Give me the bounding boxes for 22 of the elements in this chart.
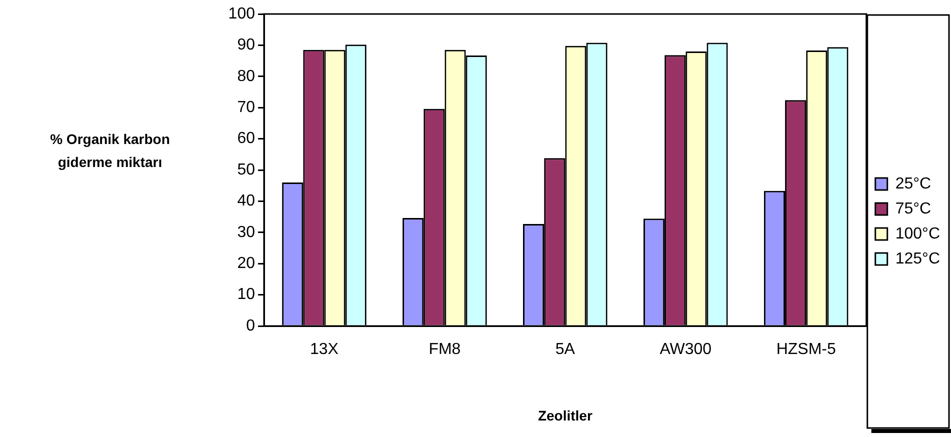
y-tick-label: 40	[237, 192, 256, 210]
x-tick-label: HZSM-5	[776, 341, 836, 358]
legend-label: 125°C	[895, 250, 940, 268]
y-tick-label: 30	[237, 224, 256, 241]
y-tick-label: 80	[237, 68, 256, 85]
y-tick-label: 90	[237, 36, 256, 54]
x-tick-label: 13X	[310, 341, 339, 358]
x-tick-label: FM8	[428, 341, 461, 358]
y-axis-title: % Organik karbon giderme miktarı	[49, 130, 171, 172]
y-tick-label: 20	[237, 255, 256, 272]
y-tick-label: 100	[228, 5, 256, 22]
y-tick-label: 70	[237, 99, 256, 116]
y-tick-label: 0	[246, 317, 256, 334]
y-tick-label: 50	[237, 161, 256, 178]
x-tick-label: AW300	[660, 341, 712, 358]
legend-label: 75°C	[895, 200, 932, 218]
x-tick-label: 5A	[555, 341, 576, 358]
x-axis-title: Zeolitler	[538, 407, 593, 424]
y-tick-label: 10	[237, 286, 256, 304]
y-tick-label: 60	[237, 130, 256, 148]
legend-label: 100°C	[895, 225, 940, 242]
legend-label: 25°C	[895, 175, 932, 192]
